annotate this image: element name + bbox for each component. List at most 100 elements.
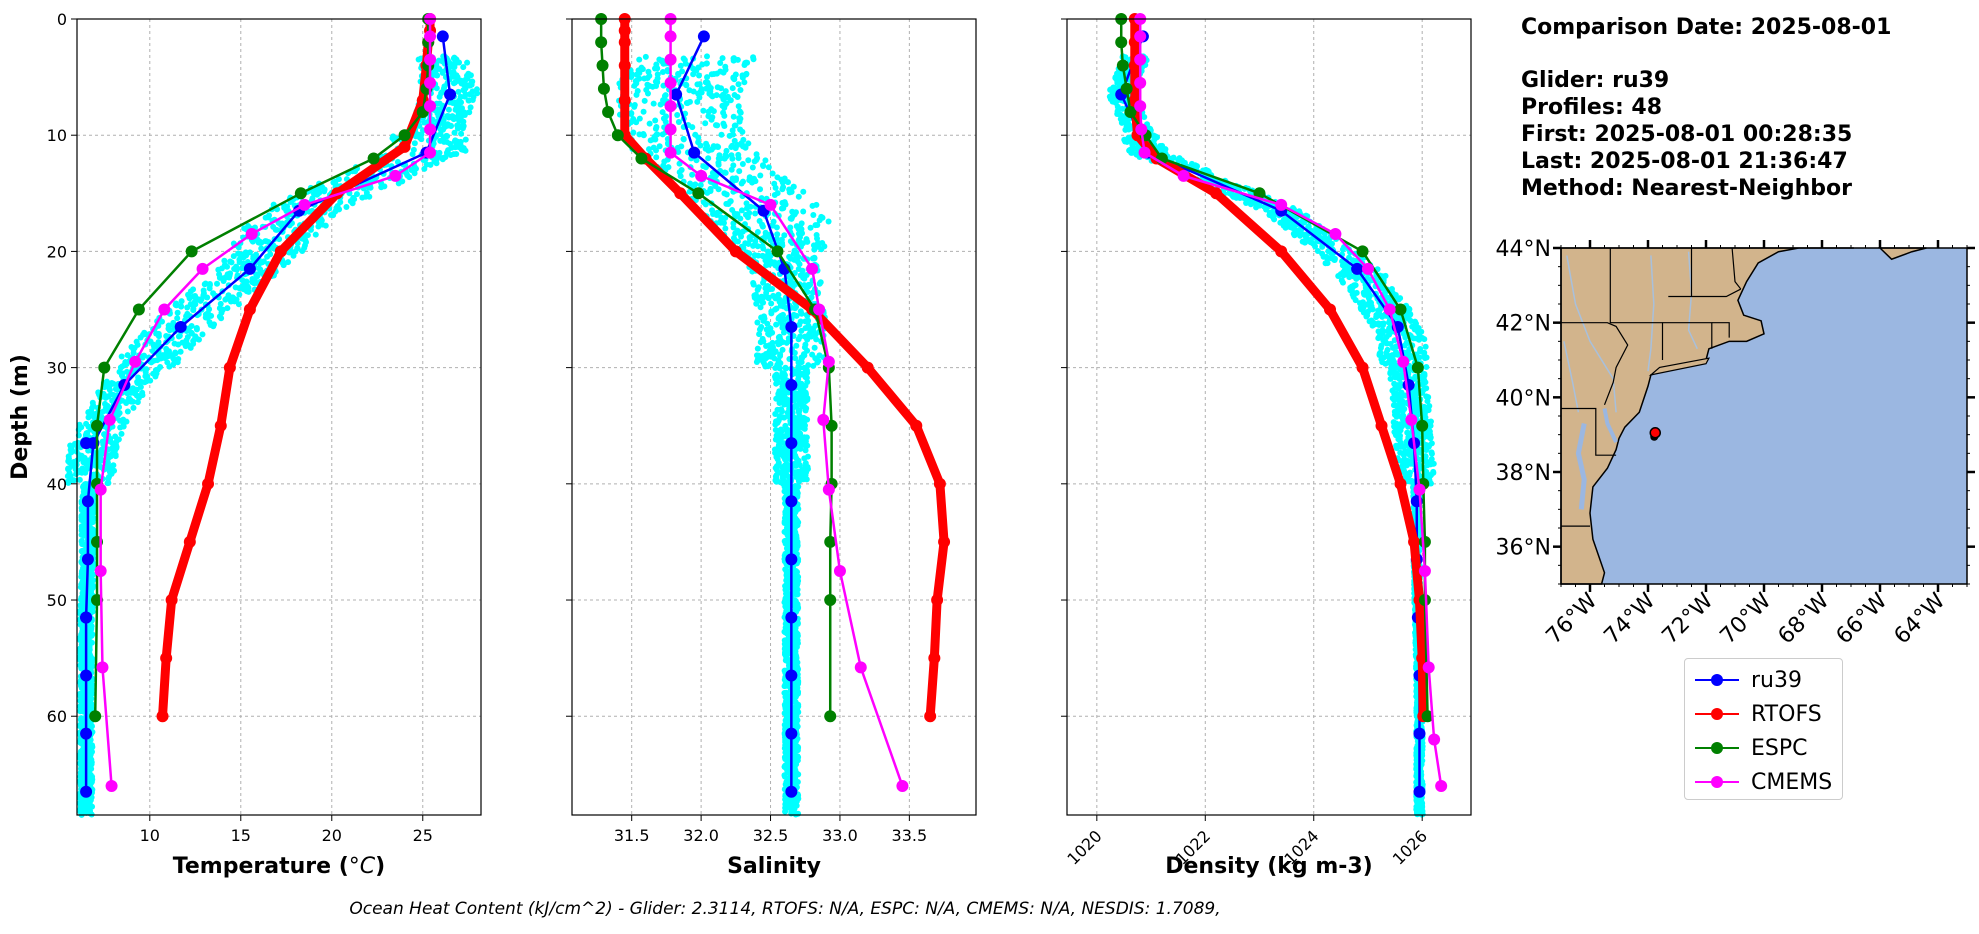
scatter-point	[165, 322, 172, 329]
scatter-point	[628, 71, 635, 78]
scatter-cloud-temperature	[64, 53, 481, 818]
data-point-cmems	[822, 355, 835, 368]
scatter-point	[474, 90, 481, 97]
scatter-point	[178, 298, 185, 305]
scatter-point	[143, 366, 150, 373]
scatter-point	[98, 413, 105, 420]
scatter-point	[231, 295, 238, 302]
scatter-point	[76, 476, 83, 483]
scatter-point	[312, 231, 319, 238]
scatter-point	[421, 119, 428, 126]
y-tick-label-temperature-5: 50	[47, 591, 67, 610]
scatter-point	[216, 271, 223, 278]
scatter-point	[790, 183, 797, 190]
scatter-point	[804, 318, 811, 325]
scatter-point	[80, 759, 87, 766]
scatter-point	[118, 430, 125, 437]
scatter-point	[467, 104, 474, 111]
scatter-point	[800, 423, 807, 430]
scatter-point	[643, 86, 650, 93]
scatter-point	[453, 105, 460, 112]
scatter-point	[662, 113, 669, 120]
scatter-point	[83, 799, 90, 806]
scatter-point	[306, 208, 313, 215]
scatter-point	[779, 186, 786, 193]
scatter-point	[656, 143, 663, 150]
scatter-point	[466, 109, 473, 116]
scatter-point	[78, 664, 85, 671]
scatter-point	[199, 331, 206, 338]
scatter-point	[170, 361, 177, 368]
scatter-point	[686, 87, 693, 94]
scatter-point	[757, 172, 764, 179]
scatter-point	[642, 53, 649, 60]
scatter-point	[123, 368, 130, 375]
data-point-ru39	[80, 727, 93, 740]
scatter-point	[793, 589, 800, 596]
scatter-point	[266, 212, 273, 219]
scatter-point	[798, 401, 805, 408]
data-point-espc	[611, 129, 624, 142]
scatter-point	[757, 186, 764, 193]
scatter-point	[238, 283, 245, 290]
scatter-point	[784, 758, 791, 765]
scatter-point	[453, 56, 460, 63]
scatter-point	[797, 308, 804, 315]
scatter-point	[118, 353, 125, 360]
data-point-rtofs	[398, 140, 411, 153]
scatter-point	[805, 362, 812, 369]
scatter-point	[230, 253, 237, 260]
scatter-point	[71, 477, 78, 484]
scatter-point	[723, 147, 730, 154]
scatter-point	[799, 267, 806, 274]
scatter-point	[806, 331, 813, 338]
scatter-point	[79, 775, 86, 782]
scatter-point	[85, 414, 92, 421]
scatter-point	[787, 215, 794, 222]
data-point-ru39	[785, 437, 798, 450]
scatter-point	[86, 686, 93, 693]
data-point-cmems	[833, 564, 846, 577]
scatter-point	[650, 144, 657, 151]
scatter-point	[174, 359, 181, 366]
scatter-point	[719, 55, 726, 62]
data-point-espc	[824, 594, 837, 607]
scatter-point	[185, 291, 192, 298]
data-point-cmems	[854, 661, 867, 674]
scatter-point	[102, 394, 109, 401]
scatter-point	[795, 373, 802, 380]
scatter-point	[710, 71, 717, 78]
scatter-point	[87, 742, 94, 749]
scatter-point	[775, 418, 782, 425]
scatter-point	[773, 475, 780, 482]
scatter-point	[794, 620, 801, 627]
scatter-point	[804, 369, 811, 376]
scatter-point	[80, 582, 87, 589]
scatter-point	[97, 453, 104, 460]
data-point-espc	[98, 361, 111, 374]
data-point-cmems	[664, 76, 677, 89]
x-tick-label-salinity-0: 31.5	[614, 826, 650, 845]
scatter-point	[807, 224, 814, 231]
scatter-point	[218, 315, 225, 322]
scatter-point	[729, 85, 736, 92]
scatter-point	[769, 170, 776, 177]
scatter-point	[207, 322, 214, 329]
data-point-espc	[367, 152, 380, 165]
scatter-point	[720, 219, 727, 226]
scatter-point	[730, 162, 737, 169]
data-point-espc	[595, 36, 608, 49]
scatter-point	[677, 62, 684, 69]
scatter-point	[283, 203, 290, 210]
scatter-point	[191, 298, 198, 305]
scatter-point	[654, 65, 661, 72]
scatter-point	[750, 280, 757, 287]
scatter-point	[773, 380, 780, 387]
data-point-rtofs	[861, 361, 874, 374]
scatter-point	[90, 402, 97, 409]
scatter-point	[777, 394, 784, 401]
data-point-rtofs	[202, 477, 215, 490]
scatter-point	[317, 184, 324, 191]
scatter-point	[128, 398, 135, 405]
data-point-cmems	[196, 262, 209, 275]
